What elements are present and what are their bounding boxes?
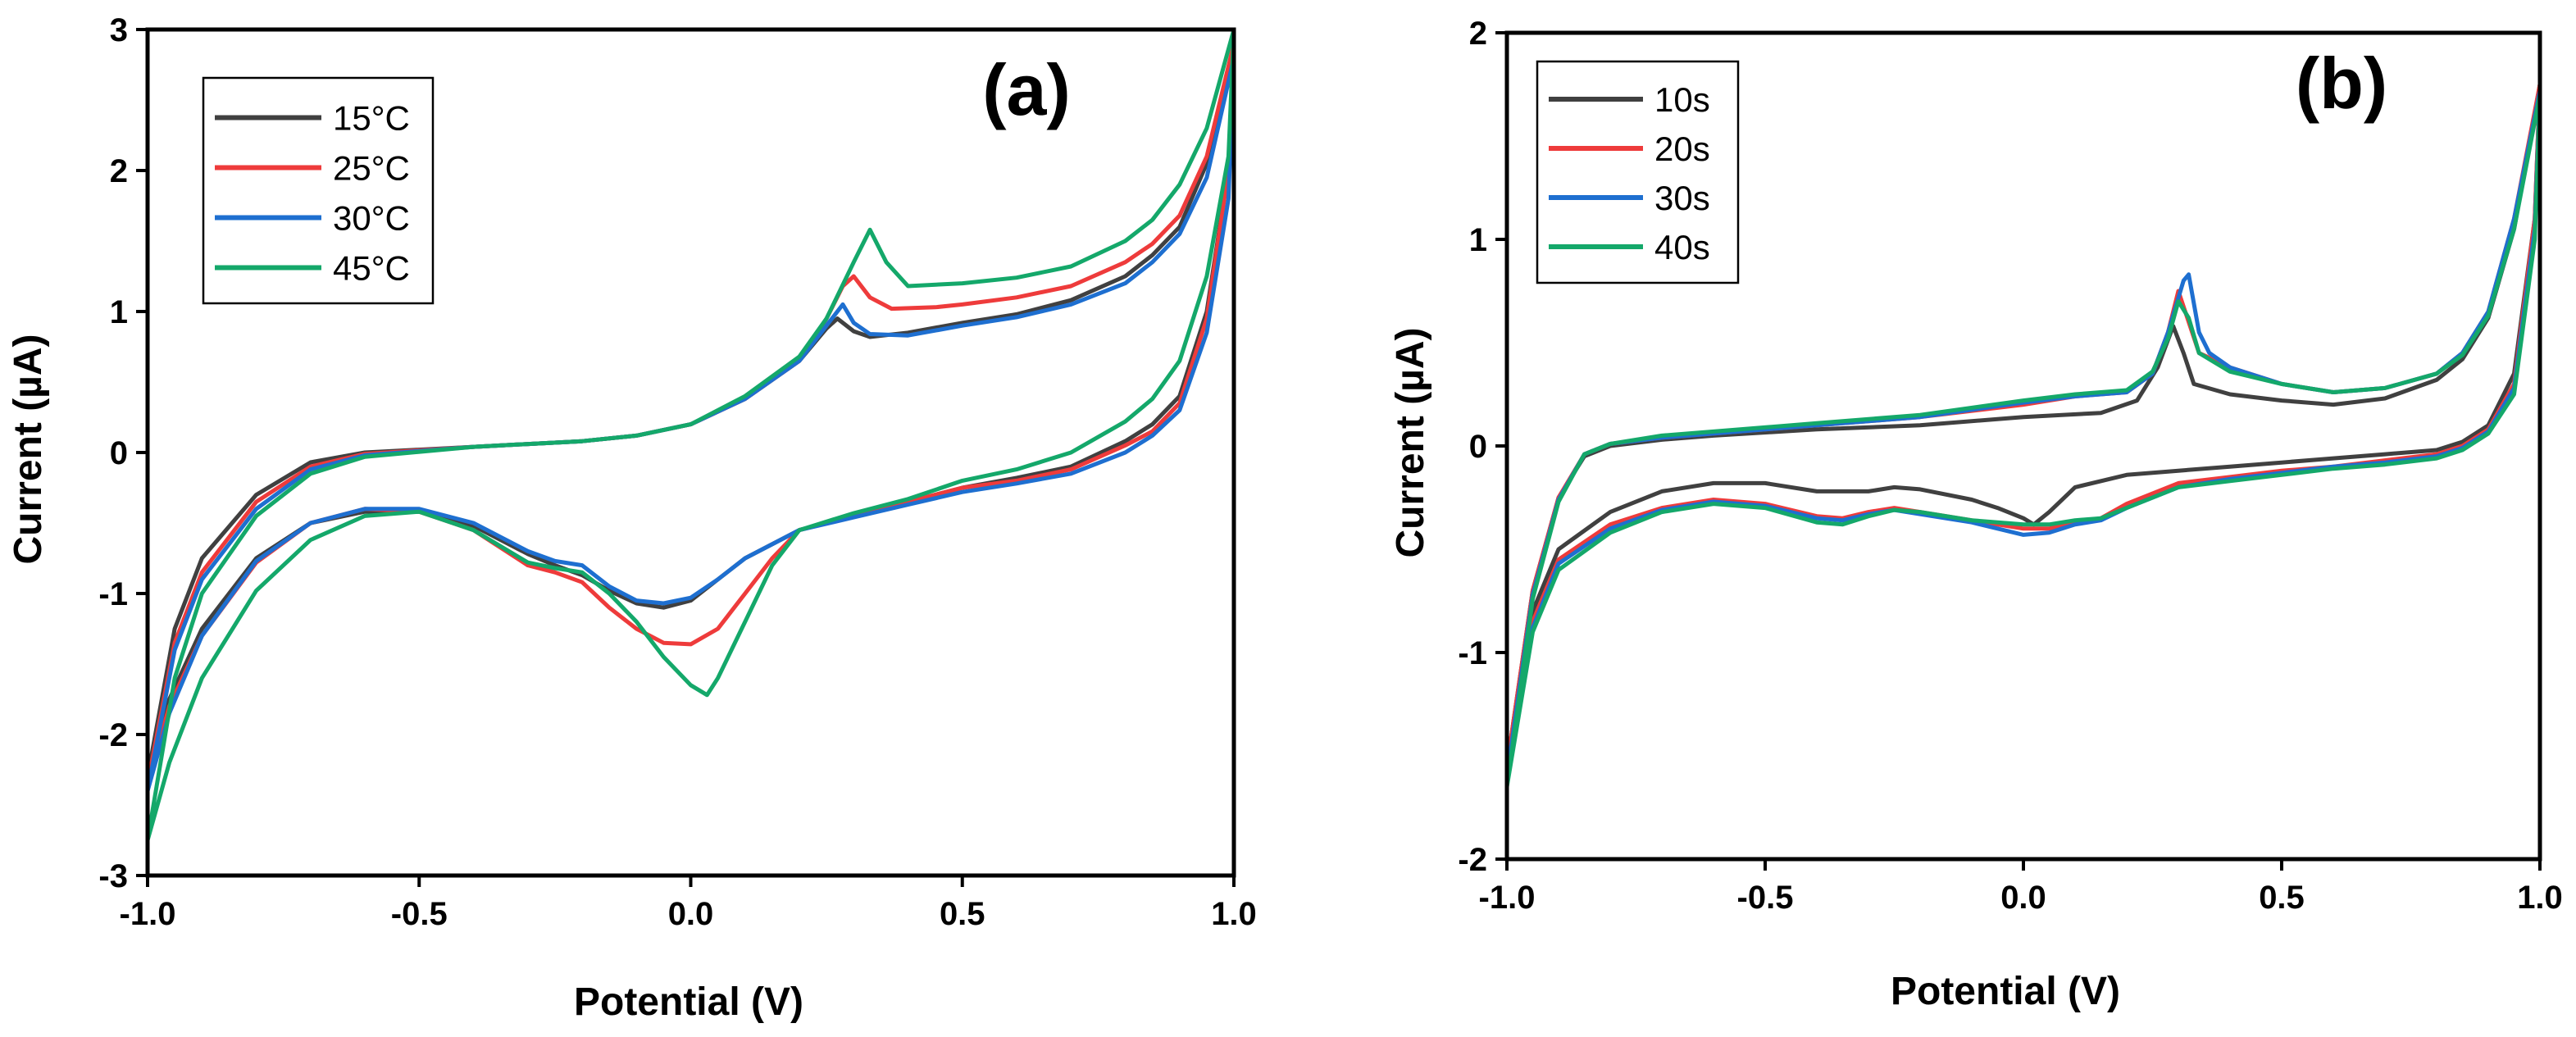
x-axis-title-a: Potential (V) bbox=[574, 980, 803, 1024]
x-axis-title-b: Potential (V) bbox=[1891, 970, 2120, 1013]
y-tick-label-b-0: -2 bbox=[1458, 842, 1487, 878]
y-tick-label-a-6: 3 bbox=[110, 12, 128, 48]
y-tick-label-a-1: -2 bbox=[98, 717, 128, 753]
y-tick-label-b-2: 0 bbox=[1469, 429, 1487, 465]
x-tick-label-a-4: 1.0 bbox=[1211, 896, 1257, 932]
x-tick-label-b-3: 0.5 bbox=[2259, 880, 2305, 916]
x-tick-label-b-1: -0.5 bbox=[1737, 880, 1794, 916]
panel-label-a: (a) bbox=[982, 49, 1071, 130]
y-axis-title-b: Current (µA) bbox=[1389, 328, 1432, 558]
legend-label-a-0: 15°C bbox=[333, 99, 410, 138]
y-tick-label-a-4: 1 bbox=[110, 294, 128, 330]
legend-a: 15°C 25°C 30°C 45°C bbox=[202, 76, 435, 305]
series-line-b-3 bbox=[1507, 93, 2540, 789]
curves-b bbox=[1507, 82, 2540, 789]
panel-a: Current (µA) Potential (V) (a) -1.0 -0.5 0… bbox=[7, 12, 1257, 1024]
legend-label-b-3: 40s bbox=[1654, 228, 1710, 266]
y-tick-label-b-1: -1 bbox=[1458, 635, 1487, 671]
y-tick-label-a-0: -3 bbox=[98, 858, 128, 894]
y-tick-label-a-3: 0 bbox=[110, 435, 128, 471]
legend-label-a-1: 25°C bbox=[333, 149, 410, 188]
legend-label-b-2: 30s bbox=[1654, 179, 1710, 217]
x-tick-label-b-2: 0.0 bbox=[2000, 880, 2046, 916]
panel-label-b: (b) bbox=[2296, 43, 2387, 124]
x-tick-label-b-4: 1.0 bbox=[2517, 880, 2563, 916]
y-tick-label-a-2: -1 bbox=[98, 576, 128, 612]
x-tick-label-a-1: -0.5 bbox=[391, 896, 448, 932]
legend-label-a-2: 30°C bbox=[333, 199, 410, 238]
legend-label-b-1: 20s bbox=[1654, 130, 1710, 168]
y-tick-label-a-5: 2 bbox=[110, 153, 128, 189]
y-axis-title-a: Current (µA) bbox=[7, 334, 50, 565]
legend-label-b-0: 10s bbox=[1654, 80, 1710, 119]
legend-b: 10s 20s 30s 40s bbox=[1536, 60, 1740, 284]
curves-a bbox=[148, 30, 1234, 843]
x-tick-label-a-2: 0.0 bbox=[668, 896, 714, 932]
series-line-a-3 bbox=[148, 30, 1234, 843]
x-tick-label-a-0: -1.0 bbox=[120, 896, 176, 932]
panel-b: Current (µA) Potential (V) (b) -1.0 -0.5 0… bbox=[1389, 16, 2563, 1013]
y-tick-label-b-3: 1 bbox=[1469, 222, 1487, 258]
x-tick-label-a-3: 0.5 bbox=[940, 896, 985, 932]
x-tick-label-b-0: -1.0 bbox=[1479, 880, 1536, 916]
legend-label-a-3: 45°C bbox=[333, 249, 410, 288]
y-tick-label-b-4: 2 bbox=[1469, 16, 1487, 52]
